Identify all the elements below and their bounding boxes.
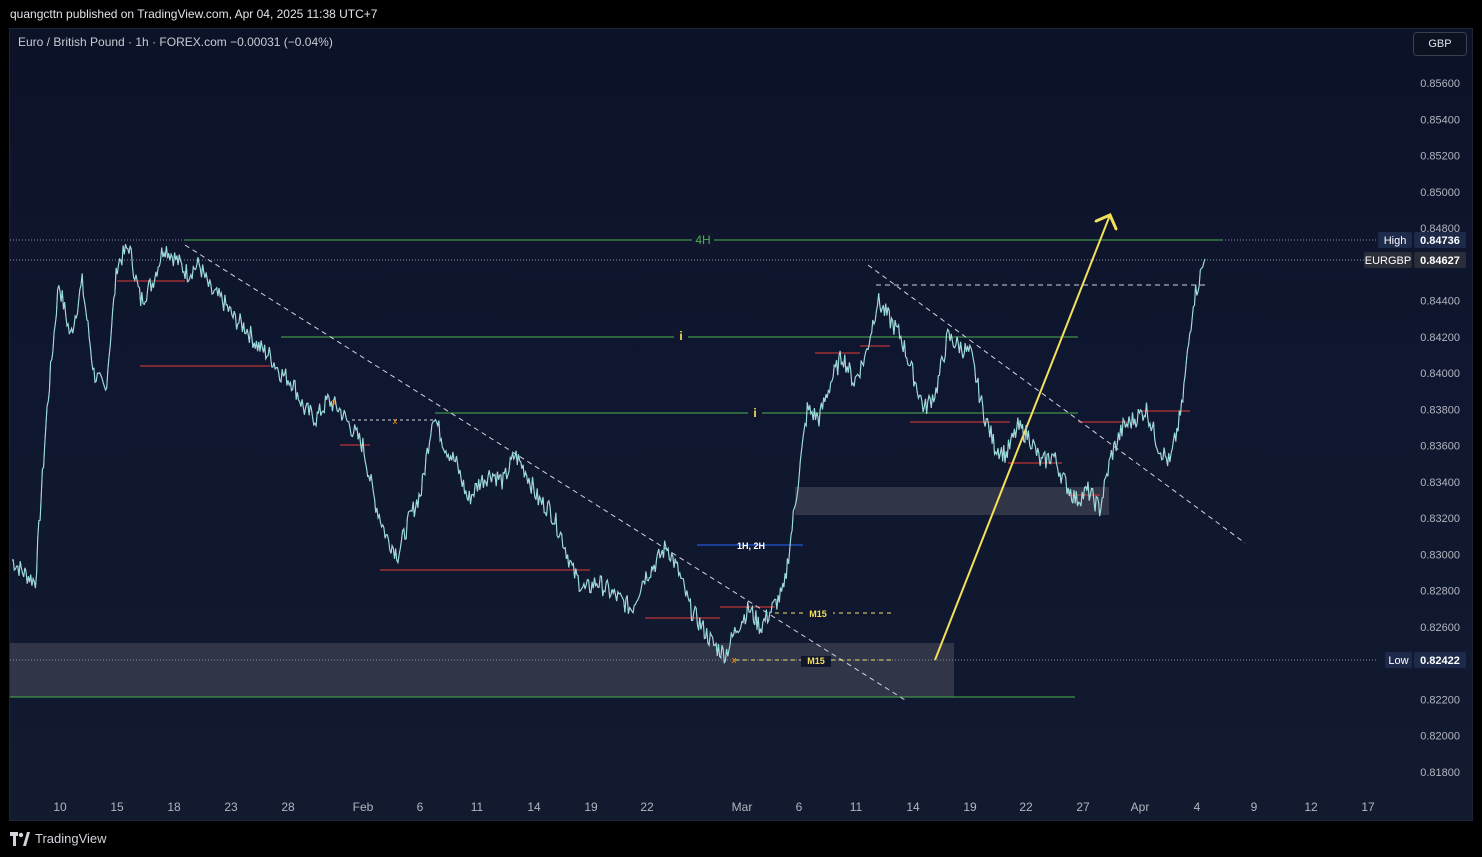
y-tick-label: 0.81800	[1420, 767, 1460, 779]
x-tick-label: 22	[1019, 800, 1033, 814]
x-tick-label: 22	[640, 800, 654, 814]
published-bar: quangcttn published on TradingView.com, …	[0, 0, 1482, 28]
tradingview-logo-icon	[10, 831, 30, 846]
x-tick-label: 4	[1194, 800, 1201, 814]
tradingview-logo-text: TradingView	[35, 831, 107, 846]
svg-text:Low: Low	[1388, 655, 1408, 667]
price-tag-low: Low 0.82422	[1385, 652, 1466, 668]
x-tick-label: 9	[1251, 800, 1258, 814]
currency-button[interactable]: GBP	[1413, 32, 1467, 56]
chart-annotation: i	[753, 406, 756, 420]
y-tick-label: 0.85400	[1420, 114, 1460, 126]
price-line	[11, 244, 1206, 664]
x-tick-label: 15	[110, 800, 124, 814]
x-tick-label: Feb	[353, 800, 374, 814]
x-tick-label: 23	[224, 800, 238, 814]
x-tick-label: 18	[167, 800, 181, 814]
published-text: quangcttn published on TradingView.com, …	[10, 7, 378, 21]
price-tag-high: High 0.84736	[1378, 232, 1466, 248]
x-tick-label: 19	[963, 800, 977, 814]
y-tick-label: 0.82200	[1420, 694, 1460, 706]
x-tick-label: 28	[281, 800, 295, 814]
chart-annotation: 1H, 2H	[737, 541, 765, 551]
svg-text:0.84627: 0.84627	[1420, 255, 1460, 267]
price-line-accent	[11, 244, 1206, 664]
y-tick-label: 0.85000	[1420, 187, 1460, 199]
chart-annotation: M15	[807, 656, 825, 666]
x-tick-label: 12	[1304, 800, 1318, 814]
x-tick-label: 17	[1361, 800, 1375, 814]
chart-annotation: 4H	[695, 233, 710, 247]
y-tick-label: 0.85200	[1420, 151, 1460, 163]
chart-annotation: x	[732, 655, 737, 665]
chart-annotation: x	[393, 416, 398, 426]
x-tick-label: 11	[471, 800, 484, 814]
x-tick-label: 6	[417, 800, 424, 814]
y-tick-label: 0.83000	[1420, 549, 1460, 561]
y-tick-label: 0.84200	[1420, 332, 1460, 344]
symbol-legend: Euro / British Pound · 1h · FOREX.com −0…	[18, 35, 333, 49]
price-tag-eurgbp: EURGBP 0.84627	[1364, 252, 1466, 268]
y-tick-label: 0.82800	[1420, 586, 1460, 598]
x-tick-label: 11	[850, 800, 863, 814]
down-trendline-2	[867, 264, 1246, 544]
y-tick-label: 0.83400	[1420, 477, 1460, 489]
x-tick-label: 19	[584, 800, 598, 814]
demand-zone-lower	[10, 643, 954, 697]
tradingview-logo[interactable]: TradingView	[10, 831, 107, 846]
footer-bar	[0, 822, 1482, 857]
y-tick-label: 0.82600	[1420, 622, 1460, 634]
x-tick-label: 6	[796, 800, 803, 814]
chart-annotation: i	[679, 329, 682, 343]
demand-zone-mid	[795, 487, 1109, 515]
chart-annotation: x	[332, 397, 337, 407]
x-tick-label: 14	[527, 800, 541, 814]
x-tick-label: Mar	[732, 800, 753, 814]
down-trendline-1	[184, 244, 906, 701]
y-tick-label: 0.83600	[1420, 441, 1460, 453]
yellow-projection-arrow	[934, 215, 1110, 661]
chart-annotation: M15	[809, 609, 827, 619]
svg-text:0.84736: 0.84736	[1420, 235, 1460, 247]
y-tick-label: 0.84400	[1420, 296, 1460, 308]
y-tick-label: 0.84000	[1420, 368, 1460, 380]
x-tick-label: 27	[1076, 800, 1090, 814]
x-tick-label: 14	[906, 800, 920, 814]
svg-text:High: High	[1384, 235, 1407, 247]
y-tick-label: 0.83200	[1420, 513, 1460, 525]
y-tick-label: 0.83800	[1420, 404, 1460, 416]
x-tick-label: Apr	[1131, 800, 1150, 814]
x-tick-label: 10	[53, 800, 67, 814]
y-tick-label: 0.82000	[1420, 731, 1460, 743]
y-tick-label: 0.85600	[1420, 78, 1460, 90]
svg-text:EURGBP: EURGBP	[1365, 255, 1411, 267]
svg-text:0.82422: 0.82422	[1420, 655, 1460, 667]
